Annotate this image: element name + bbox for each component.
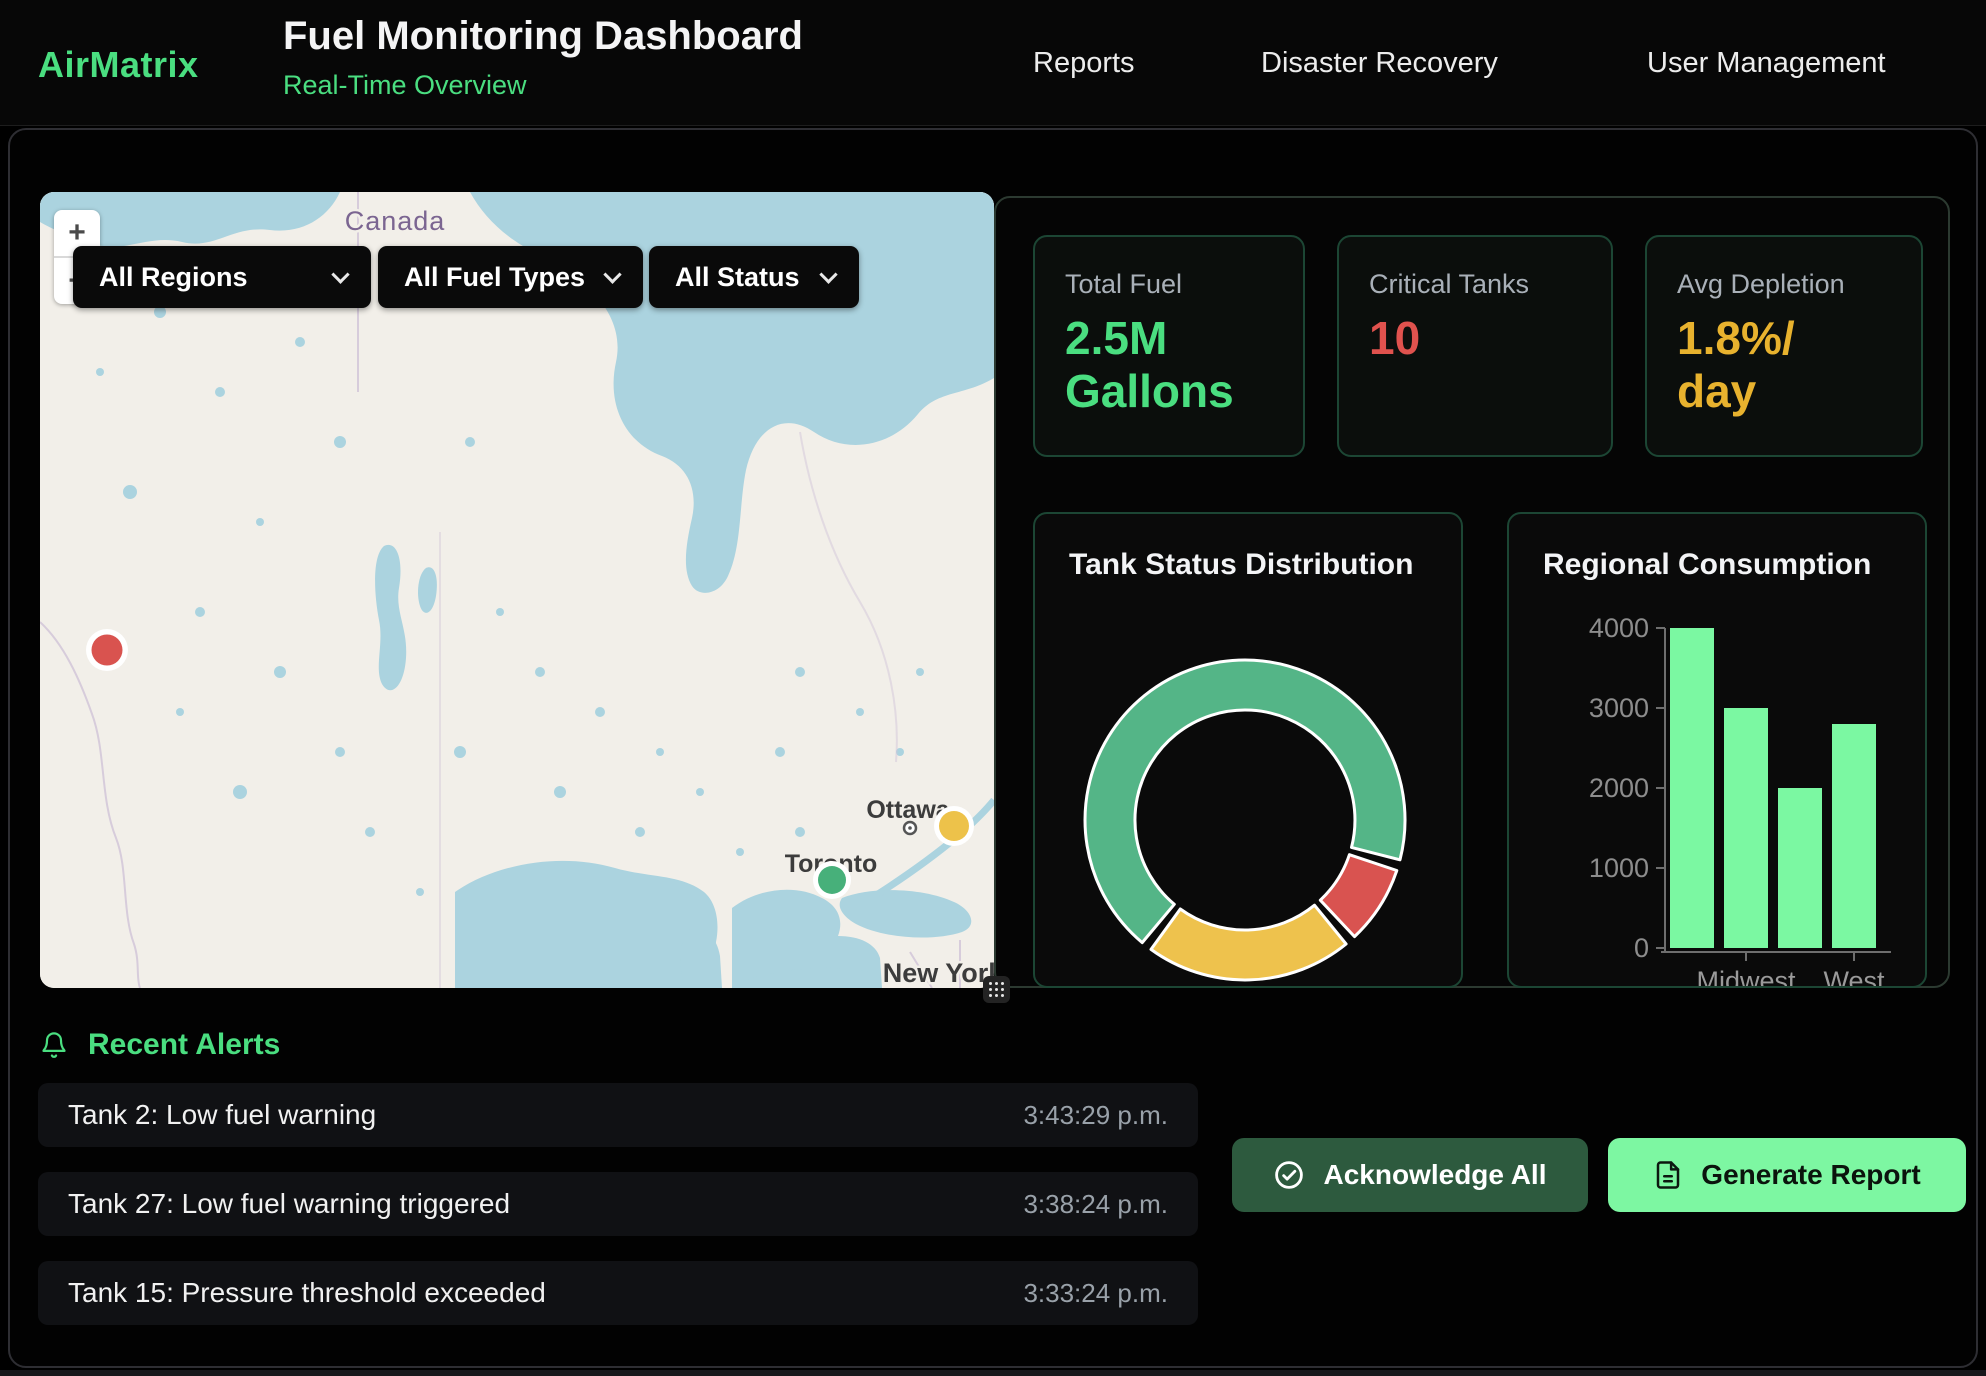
fuel-type-filter-dropdown[interactable]: All Fuel Types xyxy=(378,246,643,308)
regional-consumption-panel: 0 1000 2000 3000 4000 Midwest West Regional Co… xyxy=(1507,512,1927,988)
tank-marker-warning[interactable] xyxy=(934,806,974,846)
region-filter-value: All Regions xyxy=(99,262,316,293)
stat-value: 2.5M Gallons xyxy=(1065,312,1273,419)
chart-title: Tank Status Distribution xyxy=(1069,548,1413,582)
svg-text:0: 0 xyxy=(1634,933,1649,963)
alert-timestamp: 3:43:29 p.m. xyxy=(1023,1100,1168,1131)
fuel-monitoring-dashboard: AirMatrix Fuel Monitoring Dashboard Real… xyxy=(0,0,1986,1376)
chevron-down-icon xyxy=(819,265,837,283)
nav-item-reports[interactable]: Reports xyxy=(1033,47,1135,80)
stat-label: Avg Depletion xyxy=(1677,269,1891,300)
alert-list-item[interactable]: Tank 15: Pressure threshold exceeded 3:3… xyxy=(38,1261,1198,1325)
alert-text: Tank 2: Low fuel warning xyxy=(68,1099,376,1131)
donut-chart xyxy=(1035,514,1463,988)
alert-text: Tank 27: Low fuel warning triggered xyxy=(68,1188,510,1220)
svg-text:4000: 4000 xyxy=(1589,613,1649,643)
map-panel: Canada Ottawa Toronto New York + − All R… xyxy=(40,192,994,988)
svg-text:1000: 1000 xyxy=(1589,853,1649,883)
footer-strip xyxy=(0,1370,1986,1376)
acknowledge-all-button[interactable]: Acknowledge All xyxy=(1232,1138,1588,1212)
resize-grip-icon[interactable] xyxy=(983,976,1010,1003)
nav-item-disaster-recovery[interactable]: Disaster Recovery xyxy=(1261,47,1498,80)
nav-item-user-management[interactable]: User Management xyxy=(1647,47,1886,80)
svg-text:2000: 2000 xyxy=(1589,773,1649,803)
stat-label: Total Fuel xyxy=(1065,269,1273,300)
region-filter-dropdown[interactable]: All Regions xyxy=(73,246,371,308)
stat-label: Critical Tanks xyxy=(1369,269,1581,300)
recent-alerts-title: Recent Alerts xyxy=(88,1028,280,1062)
alert-list-item[interactable]: Tank 2: Low fuel warning 3:43:29 p.m. xyxy=(38,1083,1198,1147)
button-label: Acknowledge All xyxy=(1323,1159,1546,1191)
chart-title: Regional Consumption xyxy=(1543,548,1871,582)
chevron-down-icon xyxy=(331,265,349,283)
stat-card-critical-tanks: Critical Tanks 10 xyxy=(1337,235,1613,457)
town-dot-center-icon xyxy=(908,826,912,830)
bar-chart: 0 1000 2000 3000 4000 Midwest West xyxy=(1509,514,1927,988)
map-label-country: Canada xyxy=(345,206,446,236)
document-icon xyxy=(1653,1160,1683,1190)
map-label-new-york: New York xyxy=(883,958,994,988)
app-header: AirMatrix Fuel Monitoring Dashboard Real… xyxy=(0,0,1986,126)
bell-icon xyxy=(40,1031,68,1059)
status-filter-dropdown[interactable]: All Status xyxy=(649,246,859,308)
tank-status-distribution-panel: Tank Status Distribution xyxy=(1033,512,1463,988)
stat-value: 10 xyxy=(1369,312,1581,365)
stat-card-total-fuel: Total Fuel 2.5M Gallons xyxy=(1033,235,1305,457)
fuel-type-filter-value: All Fuel Types xyxy=(404,262,588,293)
status-filter-value: All Status xyxy=(675,262,804,293)
stat-card-avg-depletion: Avg Depletion 1.8%/ day xyxy=(1645,235,1923,457)
page-subtitle: Real-Time Overview xyxy=(283,70,527,101)
circle-check-icon xyxy=(1273,1159,1305,1191)
svg-text:Midwest: Midwest xyxy=(1696,966,1796,988)
stat-value: 1.8%/ day xyxy=(1677,312,1891,419)
generate-report-button[interactable]: Generate Report xyxy=(1608,1138,1966,1212)
chevron-down-icon xyxy=(603,265,621,283)
page-title: Fuel Monitoring Dashboard xyxy=(283,14,803,59)
svg-text:West: West xyxy=(1823,966,1885,988)
recent-alerts-header: Recent Alerts xyxy=(40,1028,280,1062)
tank-marker-critical[interactable] xyxy=(86,629,128,671)
tank-marker-normal[interactable] xyxy=(813,861,851,899)
alert-list-item[interactable]: Tank 27: Low fuel warning triggered 3:38… xyxy=(38,1172,1198,1236)
alert-text: Tank 15: Pressure threshold exceeded xyxy=(68,1277,546,1309)
map-canvas[interactable]: Canada Ottawa Toronto New York xyxy=(40,192,994,988)
button-label: Generate Report xyxy=(1701,1159,1920,1191)
alert-timestamp: 3:38:24 p.m. xyxy=(1023,1189,1168,1220)
alert-timestamp: 3:33:24 p.m. xyxy=(1023,1278,1168,1309)
svg-text:3000: 3000 xyxy=(1589,693,1649,723)
brand-logo: AirMatrix xyxy=(38,44,199,86)
